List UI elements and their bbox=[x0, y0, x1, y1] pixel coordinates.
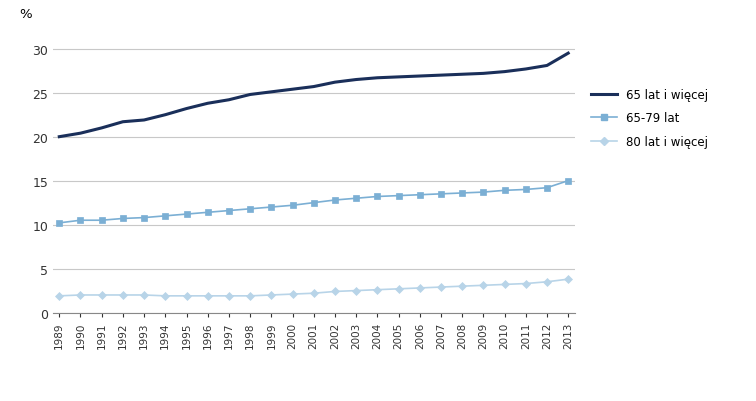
65 lat i więcej bbox=[457, 73, 466, 77]
65-79 lat bbox=[415, 193, 424, 198]
65 lat i więcej bbox=[182, 107, 191, 112]
80 lat i więcej bbox=[119, 293, 128, 298]
80 lat i więcej bbox=[521, 282, 530, 286]
65 lat i więcej bbox=[225, 98, 234, 103]
65 lat i więcej bbox=[309, 85, 318, 90]
65 lat i więcej bbox=[76, 132, 85, 136]
65-79 lat bbox=[373, 194, 382, 199]
Text: %: % bbox=[19, 8, 32, 21]
65-79 lat bbox=[267, 205, 276, 210]
65-79 lat bbox=[457, 191, 466, 196]
80 lat i więcej bbox=[203, 294, 212, 298]
65-79 lat bbox=[54, 221, 64, 226]
65 lat i więcej bbox=[394, 75, 403, 80]
65-79 lat bbox=[161, 214, 170, 219]
80 lat i więcej bbox=[479, 283, 488, 288]
65-79 lat bbox=[225, 209, 234, 213]
65 lat i więcej bbox=[521, 67, 530, 72]
65-79 lat bbox=[203, 211, 212, 215]
65-79 lat bbox=[246, 207, 255, 212]
65-79 lat bbox=[500, 188, 509, 193]
65-79 lat bbox=[521, 188, 530, 192]
Line: 65-79 lat: 65-79 lat bbox=[57, 178, 571, 226]
80 lat i więcej bbox=[54, 294, 64, 298]
65-79 lat bbox=[543, 186, 552, 190]
80 lat i więcej bbox=[288, 292, 297, 297]
80 lat i więcej bbox=[436, 285, 445, 290]
80 lat i więcej bbox=[161, 294, 170, 298]
65 lat i więcej bbox=[54, 135, 64, 140]
80 lat i więcej bbox=[394, 287, 403, 292]
65 lat i więcej bbox=[543, 64, 552, 69]
65 lat i więcej bbox=[267, 90, 276, 95]
65-79 lat bbox=[479, 190, 488, 195]
80 lat i więcej bbox=[500, 282, 509, 287]
65 lat i więcej bbox=[98, 126, 107, 131]
65-79 lat bbox=[288, 203, 297, 208]
80 lat i więcej bbox=[225, 294, 234, 298]
65 lat i więcej bbox=[161, 113, 170, 118]
80 lat i więcej bbox=[564, 277, 573, 282]
65-79 lat bbox=[119, 217, 128, 221]
65-79 lat bbox=[330, 198, 339, 203]
Legend: 65 lat i więcej, 65-79 lat, 80 lat i więcej: 65 lat i więcej, 65-79 lat, 80 lat i wię… bbox=[591, 89, 708, 149]
65 lat i więcej bbox=[246, 93, 255, 98]
65 lat i więcej bbox=[479, 72, 488, 77]
65-79 lat bbox=[394, 194, 403, 198]
80 lat i więcej bbox=[246, 294, 255, 298]
80 lat i więcej bbox=[457, 284, 466, 289]
80 lat i więcej bbox=[330, 290, 339, 294]
80 lat i więcej bbox=[267, 293, 276, 298]
65 lat i więcej bbox=[288, 87, 297, 92]
65 lat i więcej bbox=[352, 78, 361, 83]
65 lat i więcej bbox=[500, 70, 509, 75]
65-79 lat bbox=[436, 192, 445, 197]
65-79 lat bbox=[76, 218, 85, 223]
65 lat i więcej bbox=[203, 101, 212, 106]
65-79 lat bbox=[564, 179, 573, 184]
80 lat i więcej bbox=[98, 293, 107, 298]
65-79 lat bbox=[352, 196, 361, 201]
65 lat i więcej bbox=[119, 120, 128, 125]
65 lat i więcej bbox=[330, 81, 339, 85]
80 lat i więcej bbox=[415, 286, 424, 291]
65-79 lat bbox=[98, 218, 107, 223]
65 lat i więcej bbox=[415, 75, 424, 79]
80 lat i więcej bbox=[309, 291, 318, 296]
80 lat i więcej bbox=[182, 294, 191, 298]
Line: 65 lat i więcej: 65 lat i więcej bbox=[59, 54, 569, 137]
65-79 lat bbox=[309, 201, 318, 206]
65 lat i więcej bbox=[373, 76, 382, 81]
65 lat i więcej bbox=[140, 118, 149, 123]
80 lat i więcej bbox=[373, 288, 382, 292]
Line: 80 lat i więcej: 80 lat i więcej bbox=[57, 277, 571, 299]
65-79 lat bbox=[182, 212, 191, 217]
65-79 lat bbox=[140, 216, 149, 221]
80 lat i więcej bbox=[140, 293, 149, 298]
80 lat i więcej bbox=[352, 288, 361, 293]
80 lat i więcej bbox=[543, 279, 552, 284]
65 lat i więcej bbox=[436, 73, 445, 78]
65 lat i więcej bbox=[564, 52, 573, 57]
80 lat i więcej bbox=[76, 293, 85, 298]
